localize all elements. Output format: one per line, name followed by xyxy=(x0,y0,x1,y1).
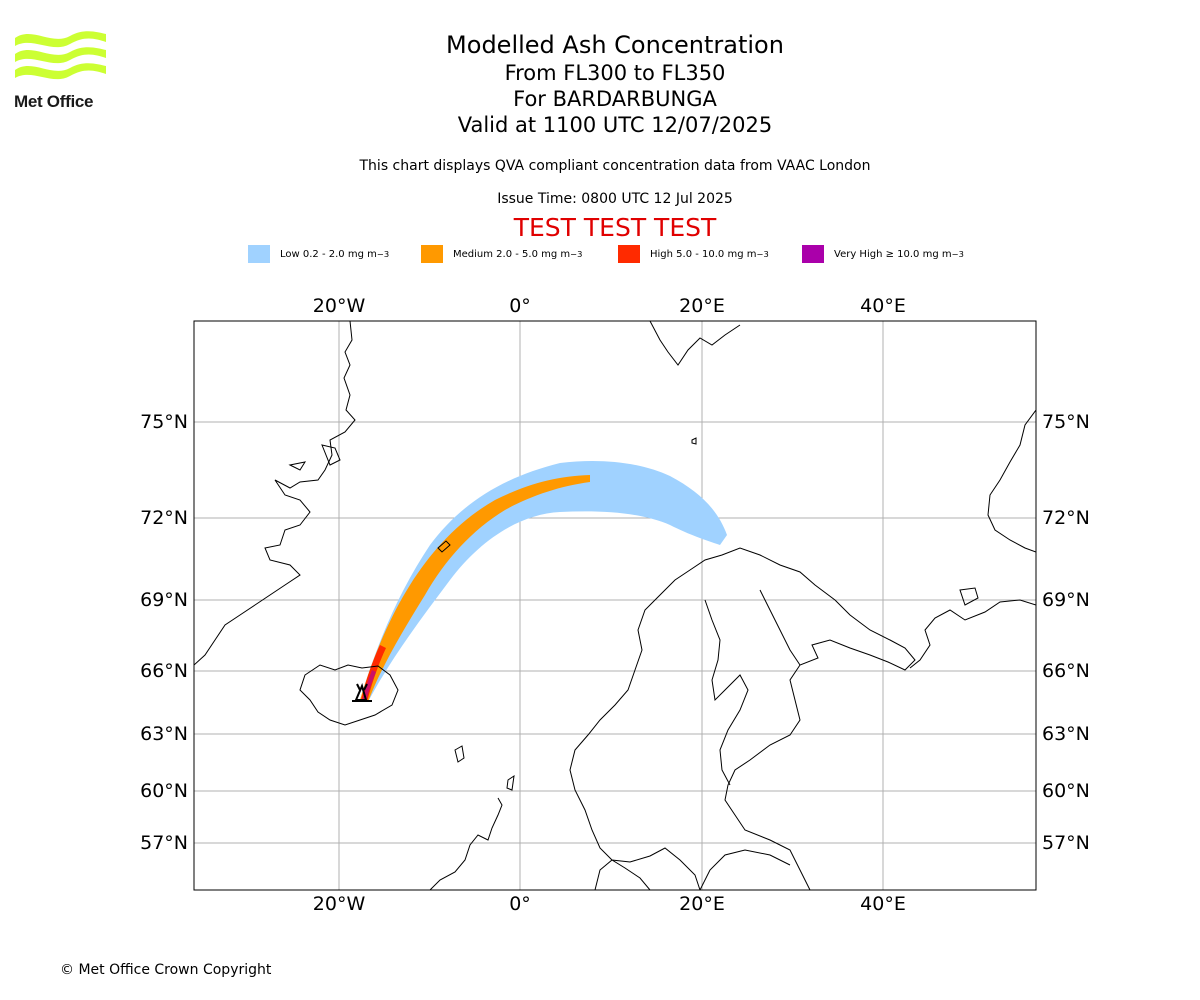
lon-label-bottom-0: 0° xyxy=(509,893,531,915)
lon-label-top-20w: 20°W xyxy=(313,295,366,317)
coastline-iceland xyxy=(299,664,399,726)
coastline-kanin xyxy=(959,587,979,606)
legend-item-low: Low 0.2 - 2.0 mg m −3 xyxy=(248,244,389,264)
legend-unit-low: −3 xyxy=(376,249,390,259)
lat-label-right-63n: 63°N xyxy=(1042,723,1090,745)
lat-label-left-69n: 69°N xyxy=(140,589,188,611)
legend-label-low: Low 0.2 - 2.0 mg m xyxy=(280,248,377,260)
coastline-bear-island xyxy=(691,437,697,445)
lat-label-left-57n: 57°N xyxy=(140,832,188,854)
lat-label-right-57n: 57°N xyxy=(1042,832,1090,854)
coastline-denmark xyxy=(594,859,651,890)
lon-label-top-0: 0° xyxy=(509,295,531,317)
lat-label-right-75n: 75°N xyxy=(1042,411,1090,433)
legend-label-medium: Medium 2.0 - 5.0 mg m xyxy=(453,248,571,260)
coastline-svalbard xyxy=(649,321,741,366)
lat-label-left-60n: 60°N xyxy=(140,780,188,802)
map-content xyxy=(194,321,1036,890)
valid-time: Valid at 1100 UTC 12/07/2025 xyxy=(457,113,773,137)
compliance-note: This chart displays QVA compliant concen… xyxy=(359,158,871,174)
border-sweden-finland xyxy=(759,589,801,666)
lat-label-left-72n: 72°N xyxy=(140,507,188,529)
issue-time: Issue Time: 0800 UTC 12 Jul 2025 xyxy=(497,191,733,207)
legend-item-medium: Medium 2.0 - 5.0 mg m −3 xyxy=(421,244,582,264)
lat-label-left-66n: 66°N xyxy=(140,660,188,682)
coastline-bothnia xyxy=(704,599,749,786)
lat-label-right-60n: 60°N xyxy=(1042,780,1090,802)
ash-very-high xyxy=(362,670,376,702)
graticule xyxy=(194,321,1036,890)
lat-label-right-69n: 69°N xyxy=(1042,589,1090,611)
coastline-greenland-inlet xyxy=(321,444,341,466)
coastline-novaya-zemlya xyxy=(987,409,1036,553)
axis-labels: 20°W 0° 20°E 40°E 20°W 0° 20°E 40°E 75°N… xyxy=(140,295,1090,915)
lon-label-top-20e: 20°E xyxy=(679,295,725,317)
lon-label-top-40e: 40°E xyxy=(860,295,906,317)
map-frame xyxy=(193,320,1037,891)
test-banner: TEST TEST TEST xyxy=(513,213,717,242)
coastline-shetland xyxy=(506,774,515,791)
lon-label-bottom-20e: 20°E xyxy=(679,893,725,915)
legend-swatch-low xyxy=(248,245,270,263)
ash-medium xyxy=(360,475,590,702)
volcano-icon xyxy=(352,683,372,702)
coastlines xyxy=(194,321,1036,890)
legend-item-very-high: Very High ≥ 10.0 mg m −3 xyxy=(802,244,964,264)
lat-label-left-63n: 63°N xyxy=(140,723,188,745)
coastline-faroe xyxy=(454,745,465,763)
coastline-greenland-inlet-2 xyxy=(288,461,307,471)
legend-label-high: High 5.0 - 10.0 mg m xyxy=(650,248,757,260)
lat-label-left-75n: 75°N xyxy=(140,411,188,433)
contour-jan-mayen xyxy=(437,540,451,553)
legend-swatch-medium xyxy=(421,245,443,263)
met-office-logo xyxy=(12,28,112,114)
coastline-scotland xyxy=(429,797,503,890)
lat-label-right-66n: 66°N xyxy=(1042,660,1090,682)
legend-swatch-very-high xyxy=(802,245,824,263)
legend-swatch-high xyxy=(618,245,640,263)
ash-low xyxy=(360,460,727,702)
coastline-greenland xyxy=(194,321,356,666)
chart-title-block: Modelled Ash Concentration From FL300 to… xyxy=(215,30,1015,138)
legend-unit-medium: −3 xyxy=(570,249,583,259)
logo-text: Met Office xyxy=(14,92,94,111)
met-office-wave-logo-icon xyxy=(15,31,106,80)
legend-label-very-high: Very High ≥ 10.0 mg m xyxy=(834,248,952,260)
copyright: © Met Office Crown Copyright xyxy=(60,962,272,978)
legend-item-high: High 5.0 - 10.0 mg m −3 xyxy=(618,244,769,264)
lon-label-bottom-40e: 40°E xyxy=(860,893,906,915)
lon-label-bottom-20w: 20°W xyxy=(313,893,366,915)
legend-unit-high: −3 xyxy=(756,249,769,259)
coastline-baltic xyxy=(699,849,791,890)
flight-level-range: From FL300 to FL350 xyxy=(504,61,726,85)
lat-label-right-72n: 72°N xyxy=(1042,507,1090,529)
legend-unit-very-high: −3 xyxy=(951,249,964,259)
chart-title: Modelled Ash Concentration xyxy=(446,31,784,59)
coastline-scandinavia xyxy=(569,547,916,890)
volcano-name: For BARDARBUNGA xyxy=(513,87,717,111)
coastline-russia xyxy=(909,599,1036,669)
